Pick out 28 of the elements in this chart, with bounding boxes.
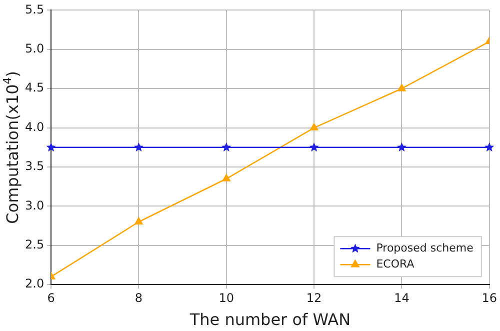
point: [46, 142, 56, 152]
legend-label: ECORA: [376, 257, 415, 270]
y-tick-label: 2.5: [24, 238, 44, 252]
point: [398, 84, 406, 92]
y-tick-label: 4.0: [24, 120, 44, 134]
y-tick-label: 3.5: [24, 159, 44, 174]
point: [396, 142, 406, 152]
x-tick-label: 14: [394, 290, 410, 305]
y-tick-label: 3.0: [24, 198, 44, 212]
y-tick-label: 5.5: [24, 2, 44, 16]
y-tick-label: 2.0: [24, 276, 44, 291]
x-tick-label: 12: [306, 290, 322, 305]
point: [222, 142, 232, 152]
point: [309, 142, 319, 152]
x-tick-label: 6: [47, 290, 55, 305]
point: [484, 142, 494, 152]
point: [134, 142, 144, 152]
x-tick-label: 16: [482, 290, 498, 305]
y-tick-label: 4.5: [24, 80, 44, 95]
y-tick-label: 5.0: [24, 42, 44, 56]
y-axis-title: Computation(x104): [0, 70, 22, 224]
point: [310, 123, 318, 130]
legend-label: Proposed scheme: [376, 241, 474, 254]
x-tick-label: 8: [134, 290, 143, 305]
x-axis-title: The number of WAN: [188, 310, 351, 330]
point: [222, 174, 230, 182]
point: [134, 217, 143, 224]
x-tick-label: 10: [218, 290, 234, 305]
